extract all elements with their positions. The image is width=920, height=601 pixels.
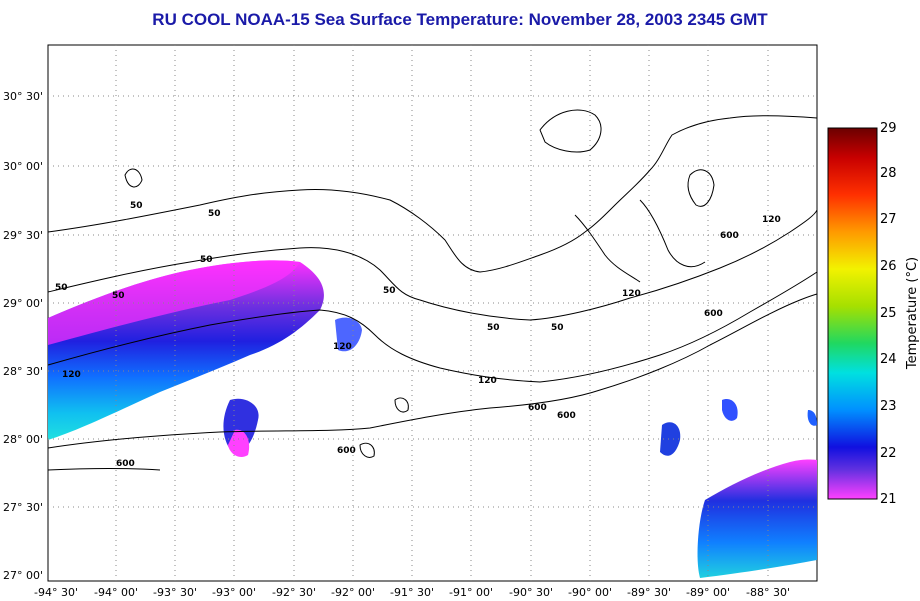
lon-tick-label: -93° 00' bbox=[212, 586, 256, 599]
map-title: RU COOL NOAA-15 Sea Surface Temperature:… bbox=[152, 10, 768, 29]
lat-tick-label: 28° 00' bbox=[3, 433, 43, 446]
grid bbox=[48, 45, 817, 581]
contour-label: 120 bbox=[478, 376, 497, 386]
contour-label: 50 bbox=[130, 201, 143, 211]
contour-label: 120 bbox=[333, 342, 352, 352]
colorbar-gradient bbox=[827, 127, 878, 500]
colorbar-tick: 27 bbox=[880, 212, 897, 227]
contour-label: 50 bbox=[200, 255, 213, 265]
contour-label: 600 bbox=[528, 403, 547, 413]
lat-tick-label: 28° 30' bbox=[3, 365, 43, 378]
lat-tick-label: 29° 30' bbox=[3, 229, 43, 242]
lat-tick-label: 29° 00' bbox=[3, 297, 43, 310]
lon-tick-label: -94° 30' bbox=[34, 586, 78, 599]
colorbar-tick: 26 bbox=[880, 259, 897, 274]
lon-tick-label: -89° 30' bbox=[627, 586, 671, 599]
colorbar-tick: 28 bbox=[880, 166, 897, 181]
colorbar-tick: 23 bbox=[880, 399, 897, 414]
lon-tick-label: -92° 30' bbox=[272, 586, 316, 599]
lat-tick-label: 30° 00' bbox=[3, 160, 43, 173]
contour-label: 50 bbox=[551, 323, 564, 333]
colorbar-tick: 25 bbox=[880, 306, 897, 321]
contour-label: 600 bbox=[337, 446, 356, 456]
lon-tick-label: -93° 30' bbox=[153, 586, 197, 599]
lon-tick-label: -89° 00' bbox=[686, 586, 730, 599]
coastline bbox=[47, 109, 818, 283]
contour-labels: 50 50 50 50 50 50 50 50 120 120 120 120 … bbox=[55, 201, 781, 469]
lat-tick-label: 27° 00' bbox=[3, 569, 43, 582]
contour-label: 50 bbox=[383, 286, 396, 296]
contour-label: 50 bbox=[487, 323, 500, 333]
lat-tick-label: 30° 30' bbox=[3, 90, 43, 103]
colorbar-label: Temperature (°C) bbox=[905, 257, 920, 370]
lon-tick-label: -90° 00' bbox=[568, 586, 612, 599]
contour-label: 120 bbox=[622, 289, 641, 299]
contour-label: 50 bbox=[112, 291, 125, 301]
lat-tick-label: 27° 30' bbox=[3, 501, 43, 514]
contour-label: 50 bbox=[55, 283, 68, 293]
contour-label: 120 bbox=[762, 215, 781, 225]
colorbar-tick: 21 bbox=[880, 492, 897, 507]
latitude-labels: 30° 30' 30° 00' 29° 30' 29° 00' 28° 30' … bbox=[3, 90, 43, 582]
colorbar-tick: 22 bbox=[880, 446, 897, 461]
contour-label: 600 bbox=[720, 231, 739, 241]
colorbar-tick: 29 bbox=[880, 121, 897, 136]
lon-tick-label: -92° 00' bbox=[331, 586, 375, 599]
contour-label: 120 bbox=[62, 370, 81, 380]
contour-label: 600 bbox=[704, 309, 723, 319]
lon-tick-label: -90° 30' bbox=[509, 586, 553, 599]
contour-label: 50 bbox=[208, 209, 221, 219]
lon-tick-label: -91° 30' bbox=[390, 586, 434, 599]
colorbar: 29 28 27 26 25 24 23 22 21 Temperature (… bbox=[827, 121, 920, 507]
sst-southeast-patch bbox=[660, 399, 817, 578]
contour-label: 600 bbox=[116, 459, 135, 469]
lon-tick-label: -88° 30' bbox=[746, 586, 790, 599]
longitude-labels: -94° 30' -94° 00' -93° 30' -93° 00' -92°… bbox=[34, 586, 790, 599]
contour-label: 600 bbox=[557, 411, 576, 421]
depth-contours bbox=[47, 209, 818, 471]
colorbar-tick: 24 bbox=[880, 352, 897, 367]
lon-tick-label: -94° 00' bbox=[94, 586, 138, 599]
lon-tick-label: -91° 00' bbox=[449, 586, 493, 599]
